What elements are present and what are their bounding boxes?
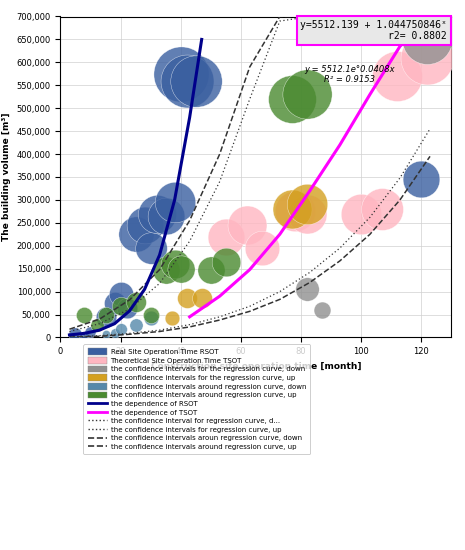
Point — [81, 311, 88, 320]
Point — [153, 209, 160, 218]
Point — [93, 320, 100, 329]
Point — [183, 294, 190, 303]
Point — [183, 76, 190, 85]
Point — [303, 200, 311, 209]
Point — [258, 244, 266, 252]
Point — [111, 328, 118, 337]
Point — [243, 221, 251, 229]
Point — [72, 329, 79, 338]
Legend: Real Site Operation Time RSOT, Theoretical Site Operation Time TSOT, the confide: Real Site Operation Time RSOT, Theoretic… — [83, 344, 310, 454]
X-axis label: Construction site operation time [month]: Construction site operation time [month] — [151, 362, 361, 371]
Point — [171, 260, 179, 268]
Text: y = 5512.1e°0.0408x
R² = 0.9153: y = 5512.1e°0.0408x R² = 0.9153 — [304, 65, 395, 84]
Point — [378, 205, 385, 213]
Point — [357, 209, 365, 218]
Point — [303, 209, 311, 218]
Text: y=5512.139 + 1.044750846ˣ
r2= 0.8802: y=5512.139 + 1.044750846ˣ r2= 0.8802 — [300, 20, 447, 41]
Point — [132, 298, 140, 306]
Point — [147, 314, 154, 323]
Point — [171, 198, 179, 207]
Point — [288, 95, 296, 103]
Point — [393, 72, 401, 80]
Point — [162, 212, 169, 221]
Point — [198, 294, 206, 303]
Point — [102, 312, 109, 321]
Point — [288, 205, 296, 213]
Point — [132, 230, 140, 239]
Point — [423, 35, 431, 44]
Point — [192, 76, 199, 85]
Point — [111, 299, 118, 307]
Point — [417, 175, 425, 184]
Point — [102, 329, 109, 338]
Point — [222, 257, 229, 266]
Point — [147, 244, 154, 252]
Point — [81, 331, 88, 340]
Point — [132, 320, 140, 329]
Point — [303, 285, 311, 294]
Point — [123, 303, 130, 312]
Point — [162, 265, 169, 274]
Point — [207, 265, 214, 274]
Point — [423, 53, 431, 62]
Point — [102, 311, 109, 320]
Point — [87, 328, 94, 337]
Point — [177, 69, 184, 78]
Point — [177, 265, 184, 273]
Y-axis label: The building volume [m³]: The building volume [m³] — [2, 113, 11, 241]
Point — [117, 302, 124, 311]
Point — [117, 289, 124, 298]
Point — [117, 325, 124, 334]
Point — [318, 306, 325, 315]
Point — [141, 221, 148, 229]
Point — [168, 314, 175, 323]
Point — [147, 311, 154, 320]
Point — [303, 90, 311, 99]
Point — [222, 232, 229, 241]
Point — [291, 207, 299, 216]
